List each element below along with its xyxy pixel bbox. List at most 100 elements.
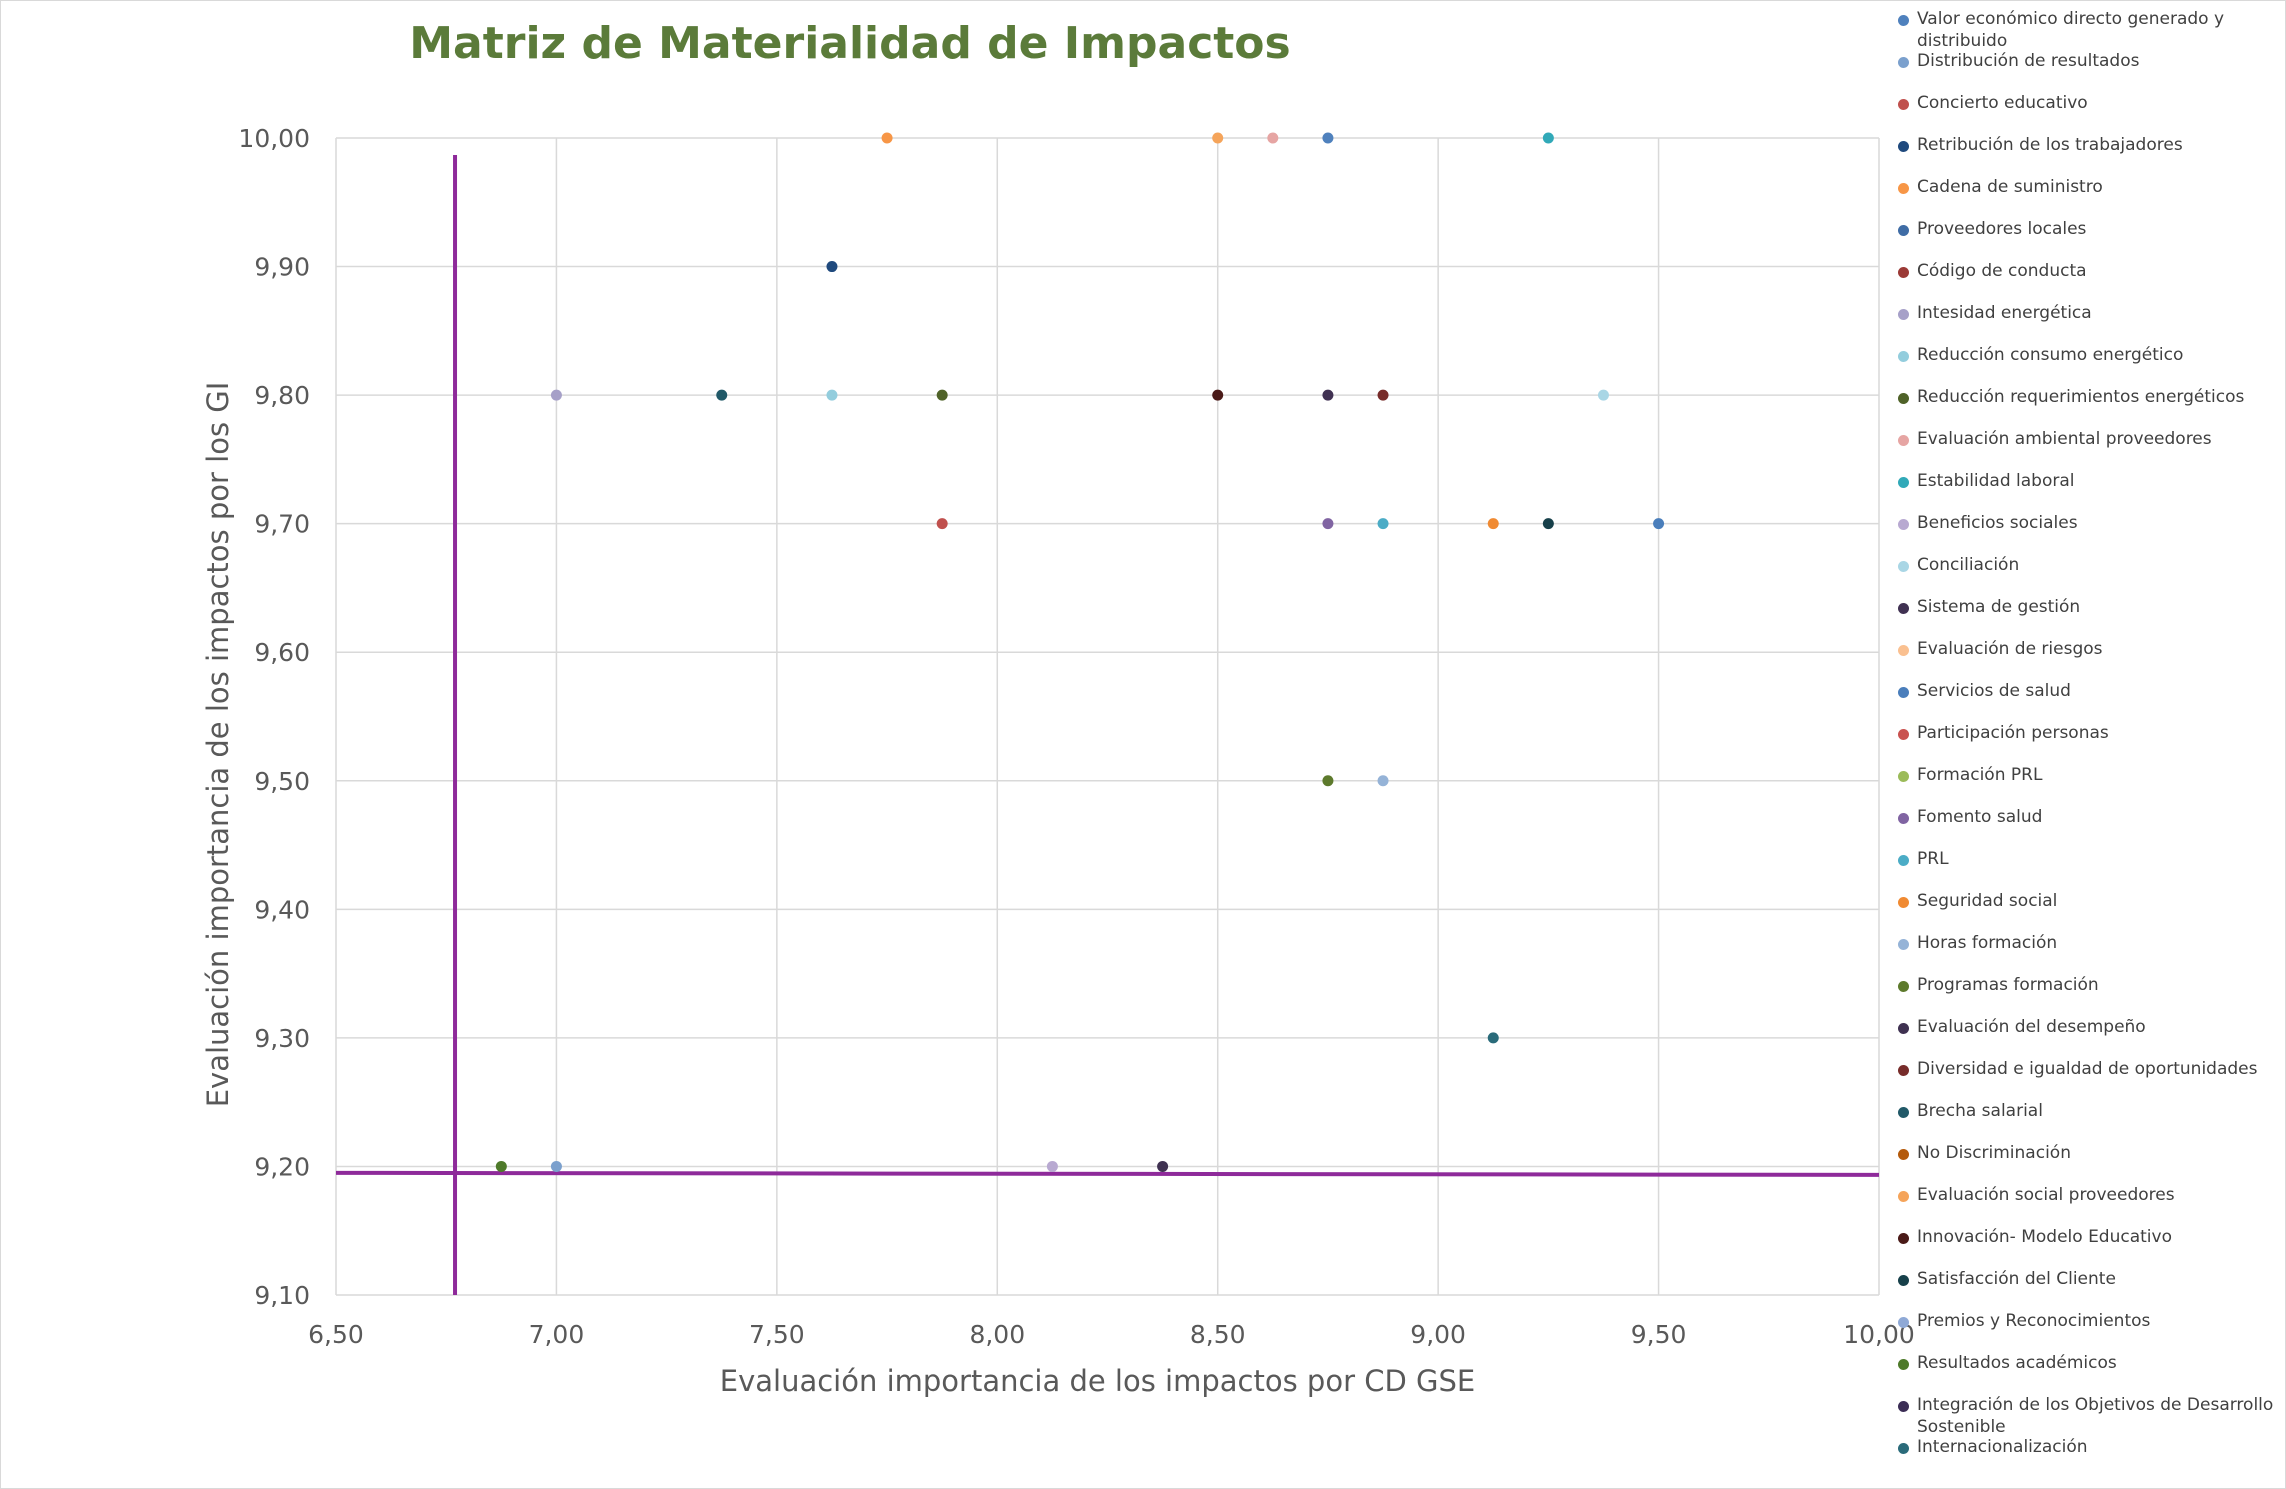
legend-label: Participación personas xyxy=(1917,723,2109,743)
legend-label: Diversidad e igualdad de oportunidades xyxy=(1917,1059,2258,1079)
data-point xyxy=(550,389,562,401)
y-tick-label: 9,90 xyxy=(254,253,310,282)
y-tick-label: 9,80 xyxy=(254,381,310,410)
data-point xyxy=(1597,389,1609,401)
legend-item: Innovación- Modelo Educativo xyxy=(1898,1226,2283,1248)
y-tick-label: 9,70 xyxy=(254,510,310,539)
legend-label: Resultados académicos xyxy=(1917,1353,2117,1373)
legend-label: Retribución de los trabajadores xyxy=(1917,135,2183,155)
legend-marker xyxy=(1898,1149,1909,1160)
legend-label: Reducción consumo energético xyxy=(1917,345,2184,365)
data-point xyxy=(1267,132,1279,144)
legend-item: Conciliación xyxy=(1898,554,2283,576)
legend-item: Satisfacción del Cliente xyxy=(1898,1268,2283,1290)
legend-item: Concierto educativo xyxy=(1898,92,2283,114)
y-tick-label: 9,10 xyxy=(254,1281,310,1310)
legend-item: Programas formación xyxy=(1898,974,2283,996)
legend-label: Innovación- Modelo Educativo xyxy=(1917,1227,2172,1247)
legend-item: Evaluación de riesgos xyxy=(1898,638,2283,660)
data-point xyxy=(936,518,948,530)
data-point xyxy=(881,132,893,144)
legend-marker xyxy=(1898,645,1909,656)
data-point xyxy=(1322,775,1334,787)
legend-item: Participación personas xyxy=(1898,722,2283,744)
legend-marker xyxy=(1898,1107,1909,1118)
y-tick-label: 10,00 xyxy=(238,124,310,153)
data-point xyxy=(1542,518,1554,530)
legend-label: Beneficios sociales xyxy=(1917,513,2078,533)
legend-marker xyxy=(1898,267,1909,278)
data-point xyxy=(1542,132,1554,144)
legend-marker xyxy=(1898,561,1909,572)
x-tick-label: 9,50 xyxy=(1631,1320,1687,1349)
legend-marker xyxy=(1898,15,1909,26)
legend-item: Proveedores locales xyxy=(1898,218,2283,240)
data-point xyxy=(1212,389,1224,401)
legend-label: Estabilidad laboral xyxy=(1917,471,2075,491)
legend-marker xyxy=(1898,225,1909,236)
x-tick-label: 9,00 xyxy=(1410,1320,1466,1349)
data-point xyxy=(1377,518,1389,530)
legend-item: Cadena de suministro xyxy=(1898,176,2283,198)
x-tick-label: 7,00 xyxy=(529,1320,585,1349)
legend-label: Cadena de suministro xyxy=(1917,177,2103,197)
legend-marker xyxy=(1898,57,1909,68)
data-point xyxy=(1322,389,1334,401)
legend-marker xyxy=(1898,1023,1909,1034)
legend-item: Formación PRL xyxy=(1898,764,2283,786)
data-point xyxy=(1487,518,1499,530)
legend-label: Brecha salarial xyxy=(1917,1101,2043,1121)
legend-item: Reducción requerimientos energéticos xyxy=(1898,386,2283,408)
y-tick-label: 9,60 xyxy=(254,638,310,667)
data-point xyxy=(1212,132,1224,144)
data-point xyxy=(936,389,948,401)
legend-label: Conciliación xyxy=(1917,555,2020,575)
legend-item: Beneficios sociales xyxy=(1898,512,2283,534)
legend-item: PRL xyxy=(1898,848,2283,870)
legend-label: Sistema de gestión xyxy=(1917,597,2081,617)
legend-marker xyxy=(1898,1275,1909,1286)
legend-item: Internacionalización xyxy=(1898,1436,2283,1458)
legend-item: Reducción consumo energético xyxy=(1898,344,2283,366)
legend-marker xyxy=(1898,435,1909,446)
legend-item: Código de conducta xyxy=(1898,260,2283,282)
legend-label: Distribución de resultados xyxy=(1917,51,2140,71)
legend-marker xyxy=(1898,1233,1909,1244)
data-point xyxy=(1377,389,1389,401)
legend-label: Evaluación social proveedores xyxy=(1917,1185,2175,1205)
legend-label: Código de conducta xyxy=(1917,261,2087,281)
x-axis-title: Evaluación importancia de los impactos p… xyxy=(720,1364,1475,1398)
legend-marker xyxy=(1898,1443,1909,1454)
legend-marker xyxy=(1898,813,1909,824)
legend-label: Concierto educativo xyxy=(1917,93,2088,113)
x-tick-label: 8,50 xyxy=(1190,1320,1246,1349)
legend-label: Internacionalización xyxy=(1917,1437,2088,1457)
legend-item: Evaluación del desempeño xyxy=(1898,1016,2283,1038)
legend-label: Horas formación xyxy=(1917,933,2058,953)
legend-label: Valor económico directo generado y distr… xyxy=(1917,9,2225,51)
legend-label: Formación PRL xyxy=(1917,765,2043,785)
legend-marker xyxy=(1898,1401,1909,1412)
legend-marker xyxy=(1898,141,1909,152)
legend-label: Servicios de salud xyxy=(1917,681,2071,701)
legend-item: No Discriminación xyxy=(1898,1142,2283,1164)
x-tick-label: 8,00 xyxy=(969,1320,1025,1349)
data-point xyxy=(1157,1160,1169,1172)
data-point xyxy=(495,1160,507,1172)
legend-item: Intesidad energética xyxy=(1898,302,2283,324)
legend-label: Reducción requerimientos energéticos xyxy=(1917,387,2245,407)
legend-marker xyxy=(1898,771,1909,782)
legend-item: Diversidad e igualdad de oportunidades xyxy=(1898,1058,2283,1080)
data-point xyxy=(1653,518,1665,530)
legend-marker xyxy=(1898,99,1909,110)
legend-label: Satisfacción del Cliente xyxy=(1917,1269,2116,1289)
legend-item: Horas formación xyxy=(1898,932,2283,954)
legend-item: Valor económico directo generado y distr… xyxy=(1898,8,2283,52)
legend-marker xyxy=(1898,1359,1909,1370)
legend-label: No Discriminación xyxy=(1917,1143,2071,1163)
legend-label: Evaluación de riesgos xyxy=(1917,639,2103,659)
legend-item: Integración de los Objetivos de Desarrol… xyxy=(1898,1394,2283,1438)
data-point xyxy=(716,389,728,401)
y-axis-title: Evaluación importancia de los impactos p… xyxy=(201,382,235,1108)
